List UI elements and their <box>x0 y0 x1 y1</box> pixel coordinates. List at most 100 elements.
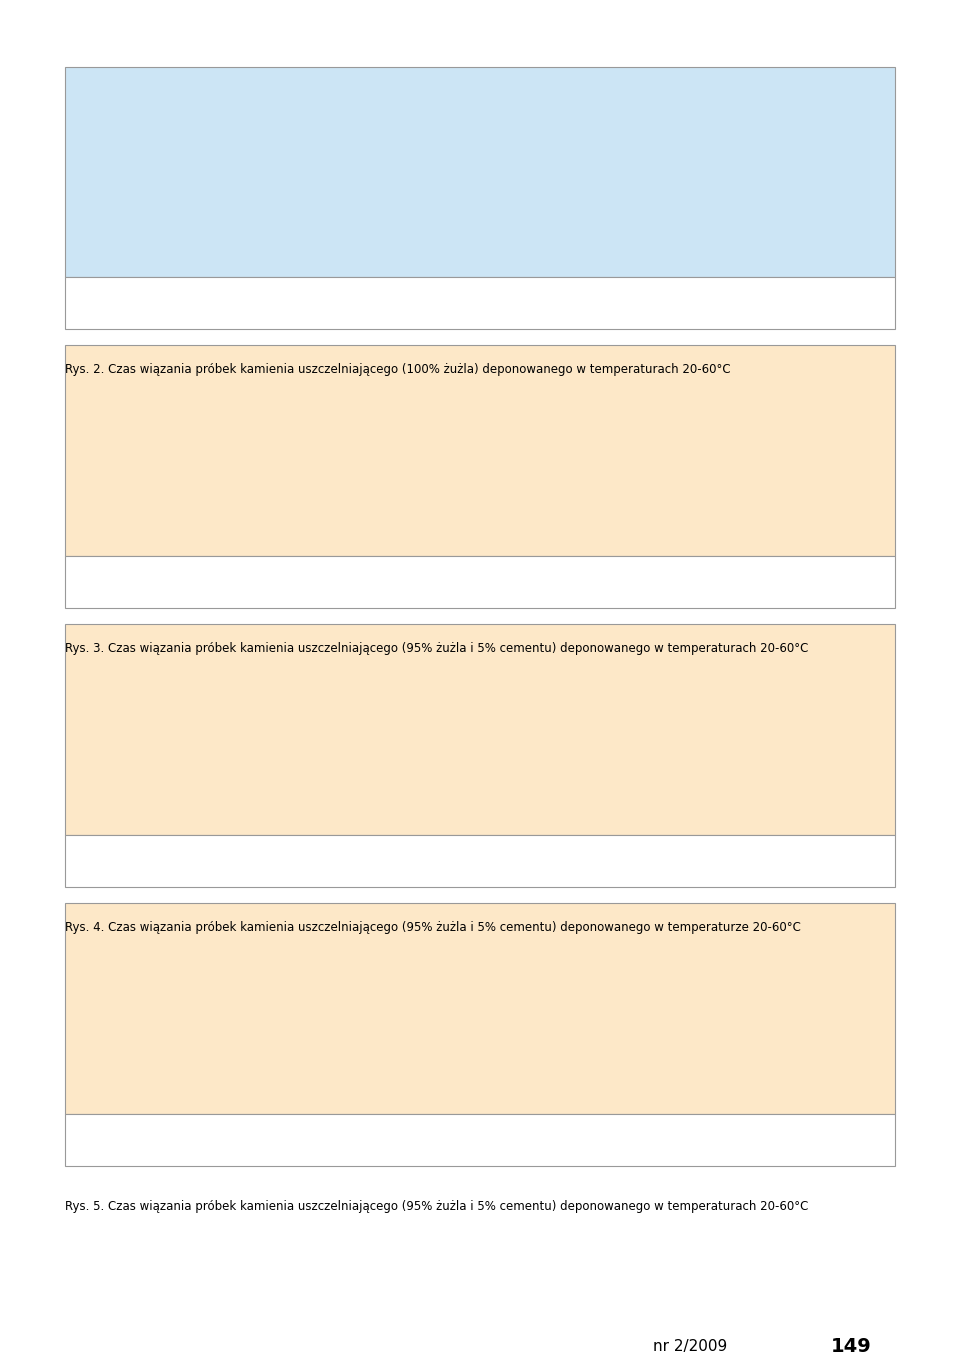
Text: Początek wiązania w 40°C: Początek wiązania w 40°C <box>652 284 763 294</box>
Bar <box>176 88 197 264</box>
Bar <box>240 1089 264 1100</box>
Bar <box>299 1089 324 1100</box>
Text: Początek wiązania w 20°C: Początek wiązania w 20°C <box>105 1121 217 1130</box>
Text: Koniec wiązania w 60°C: Koniec wiązania w 60°C <box>652 1145 754 1153</box>
Text: Koniec wiązania w 40°C: Koniec wiązania w 40°C <box>105 1145 206 1153</box>
Bar <box>708 188 729 264</box>
Bar <box>783 472 804 543</box>
Bar <box>522 389 543 543</box>
Bar <box>623 238 643 264</box>
Bar <box>735 789 760 821</box>
Bar <box>706 947 731 1100</box>
Bar <box>765 758 789 821</box>
Bar <box>488 1062 512 1100</box>
Bar <box>180 811 205 821</box>
Bar <box>677 756 701 821</box>
Bar <box>808 481 829 543</box>
Bar <box>286 188 307 264</box>
Text: Koniec wiązania w 60°C: Koniec wiązania w 60°C <box>652 866 754 874</box>
Bar <box>733 422 754 543</box>
Bar <box>547 506 568 543</box>
Bar <box>758 506 779 543</box>
Bar <box>458 957 483 1100</box>
Bar <box>626 838 646 855</box>
Bar <box>488 767 512 821</box>
Y-axis label: Czas wiązania s (godz.): Czas wiązania s (godz.) <box>107 955 116 1059</box>
Text: nr 2/2009: nr 2/2009 <box>653 1338 727 1355</box>
Bar <box>733 110 754 264</box>
Bar <box>626 1117 646 1134</box>
Bar <box>210 947 234 1100</box>
Bar <box>458 668 483 821</box>
Bar <box>387 152 407 264</box>
Text: Koniec wiązania w 20°C: Koniec wiązania w 20°C <box>378 842 480 851</box>
Bar <box>626 583 646 600</box>
Bar <box>180 1089 205 1100</box>
Bar <box>337 242 357 264</box>
Bar <box>79 1141 99 1157</box>
Y-axis label: Czas wiązania s (godz.): Czas wiązania s (godz.) <box>107 397 116 502</box>
Bar <box>79 583 99 600</box>
Bar <box>706 668 731 821</box>
Bar <box>352 862 372 879</box>
Bar <box>210 668 234 821</box>
Text: 149: 149 <box>830 1337 871 1356</box>
Bar <box>547 231 568 264</box>
Bar <box>429 1046 453 1100</box>
Text: Koniec wiązania w 40°C: Koniec wiązania w 40°C <box>105 866 206 874</box>
Bar <box>202 367 222 543</box>
Text: Początek wiązania w 20°C: Początek wiązania w 20°C <box>105 842 217 851</box>
Text: Koniec wiązania w 40°C: Koniec wiązania w 40°C <box>105 588 206 596</box>
Bar <box>270 1089 294 1100</box>
Text: Początek wiązania w 60°C: Początek wiązania w 60°C <box>378 588 491 596</box>
Bar <box>765 1089 789 1100</box>
Bar <box>412 461 433 543</box>
Text: Koniec wiązania w 20°C: Koniec wiązania w 20°C <box>378 1121 480 1130</box>
Bar <box>429 725 453 821</box>
Bar <box>572 471 593 543</box>
Bar <box>795 797 819 821</box>
Bar <box>362 488 382 543</box>
Bar <box>79 280 99 298</box>
Bar <box>825 762 849 821</box>
Text: Rys. 5. Czas wiązania próbek kamienia uszczelniającego (95% żużla i 5% cementu) : Rys. 5. Czas wiązania próbek kamienia us… <box>65 1200 808 1213</box>
Text: Początek wiązania w 60°C: Początek wiązania w 60°C <box>378 309 491 317</box>
Bar <box>783 188 804 264</box>
Bar <box>825 1089 849 1100</box>
Text: Początek wiązania w 40°C: Początek wiązania w 40°C <box>652 563 763 573</box>
Bar <box>286 443 307 543</box>
Text: Początek wiązania w 40°C: Początek wiązania w 40°C <box>652 842 763 851</box>
Bar <box>834 481 854 543</box>
Text: Początek wiązania w 60°C: Początek wiązania w 60°C <box>378 1145 491 1153</box>
Bar <box>79 559 99 577</box>
Bar <box>328 1089 352 1100</box>
Bar <box>497 159 517 264</box>
Text: Rys. 4. Czas wiązania próbek kamienia uszczelniającego (95% żużla i 5% cementu) : Rys. 4. Czas wiązania próbek kamienia us… <box>65 921 802 934</box>
Bar <box>626 862 646 879</box>
Bar <box>547 1068 571 1100</box>
Text: Koniec wiązania w 20°C: Koniec wiązania w 20°C <box>378 284 480 294</box>
Bar <box>79 862 99 879</box>
Text: Początek wiązania w 40°C: Początek wiązania w 40°C <box>652 1121 763 1130</box>
Y-axis label: Czas wiązania s (godz.): Czas wiązania s (godz.) <box>107 118 116 223</box>
Bar <box>387 472 407 543</box>
Bar <box>270 811 294 821</box>
Text: Początek wiązania w 20°C: Początek wiązania w 20°C <box>105 563 217 573</box>
Bar <box>352 1141 372 1157</box>
Bar <box>708 488 729 543</box>
Bar <box>795 1089 819 1100</box>
Text: Koniec wiązania w 40°C: Koniec wiązania w 40°C <box>105 309 206 317</box>
Bar <box>79 1117 99 1134</box>
Bar <box>352 1117 372 1134</box>
Y-axis label: Czas wiązania s (godz.): Czas wiązania s (godz.) <box>107 676 116 781</box>
Bar <box>79 305 99 321</box>
Bar <box>352 838 372 855</box>
Bar <box>79 838 99 855</box>
Bar <box>311 367 332 543</box>
Text: Koniec wiązania w 60°C: Koniec wiązania w 60°C <box>652 588 754 596</box>
Bar <box>626 559 646 577</box>
Bar <box>176 532 197 543</box>
Bar <box>328 811 352 821</box>
Text: Koniec wiązania w 20°C: Koniec wiązania w 20°C <box>378 563 480 573</box>
Bar <box>337 488 357 543</box>
